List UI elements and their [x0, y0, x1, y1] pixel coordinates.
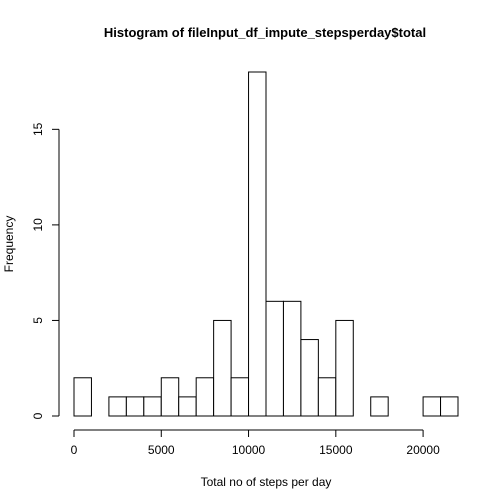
- x-tick-label-1: 5000: [148, 443, 175, 457]
- histogram-bar-12: [282, 300, 302, 417]
- histogram-bar-0: [73, 377, 92, 417]
- x-axis: 0 5000 10000 15000 20000: [71, 429, 440, 457]
- histogram-bar-2: [108, 396, 127, 417]
- histogram-bar-9: [230, 377, 250, 417]
- x-tick-label-2: 10000: [232, 443, 266, 457]
- histogram-bar-11: [265, 300, 284, 417]
- y-axis: 0 5 10 15: [31, 122, 60, 419]
- histogram-bar-15: [335, 319, 354, 417]
- y-tick-label-1: 5: [31, 317, 45, 324]
- y-tick-label-3: 15: [31, 122, 45, 136]
- histogram-bar-17: [370, 396, 389, 417]
- bars-group: [73, 71, 459, 417]
- x-tick-label-0: 0: [71, 443, 78, 457]
- histogram-bar-8: [213, 319, 232, 417]
- histogram-bar-6: [178, 396, 197, 417]
- y-axis-label: Frequency: [2, 216, 16, 273]
- x-tick-label-3: 15000: [319, 443, 353, 457]
- x-tick-label-4: 20000: [406, 443, 440, 457]
- histogram-bar-5: [160, 377, 180, 417]
- chart-title: Histogram of fileInput_df_impute_stepspe…: [104, 25, 426, 40]
- histogram-bar-3: [125, 396, 145, 417]
- histogram-bar-14: [317, 377, 337, 417]
- histogram-bar-21: [440, 396, 459, 417]
- x-axis-label: Total no of steps per day: [201, 475, 332, 489]
- histogram-bar-20: [422, 396, 442, 417]
- y-tick-label-2: 10: [31, 218, 45, 232]
- histogram-bar-13: [300, 339, 319, 417]
- histogram-bar-4: [143, 396, 162, 417]
- y-tick-label-0: 0: [31, 412, 45, 419]
- histogram-bar-7: [195, 377, 215, 417]
- histogram-bar-10: [248, 71, 267, 417]
